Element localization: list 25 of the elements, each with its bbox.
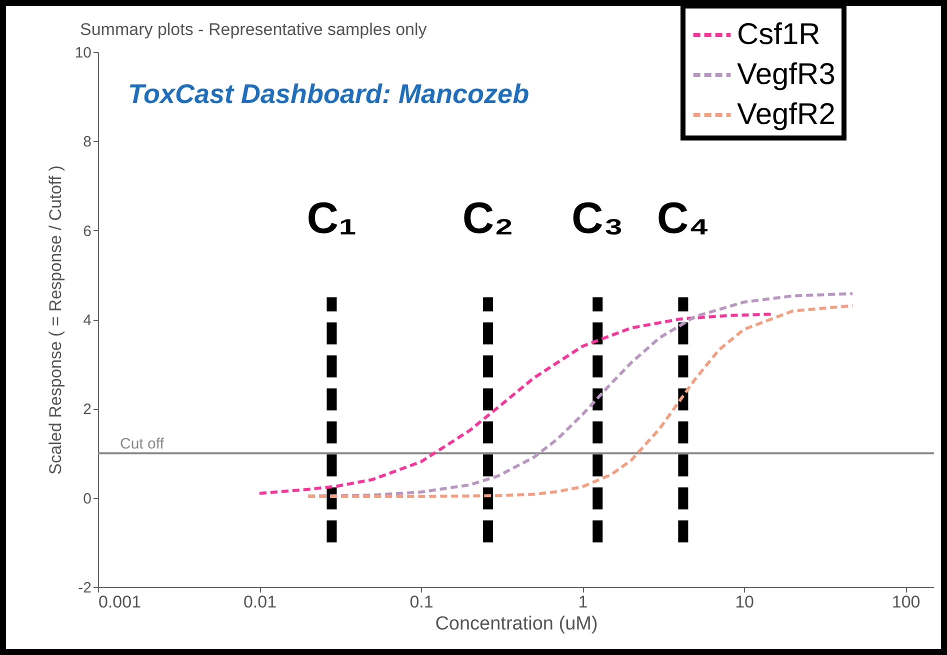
annotation: C₂ [462, 194, 514, 244]
x-tick-label: 100 [892, 592, 920, 612]
y-tick-label: 4 [83, 312, 92, 329]
legend-label: Csf1R [737, 18, 820, 51]
x-tick-label: 0.001 [98, 592, 142, 612]
legend-label: VegfR2 [737, 98, 836, 131]
annotation: C₁ [306, 194, 357, 244]
x-tick-label: 0.1 [410, 592, 434, 612]
y-tick-label: 10 [74, 44, 92, 62]
y-tick-label: 0 [83, 490, 92, 508]
y-tick-label: -2 [78, 580, 92, 596]
x-tick-label: 0.01 [243, 592, 277, 612]
y-tick-label: 2 [83, 401, 92, 418]
annotation: C₄ [656, 194, 710, 244]
x-tick-label: 1 [578, 592, 588, 612]
chart-title: Summary plots - Representative samples only [80, 20, 428, 39]
text: ToxCast Dashboard: Mancozeb [128, 79, 530, 109]
y-axis-title: Scaled Response ( = Response / Cutoff ) [46, 165, 65, 475]
y-tick-label: 6 [83, 222, 92, 240]
y-tick-label: 8 [83, 134, 92, 151]
annotation: C₃ [572, 194, 624, 244]
x-tick-label: 10 [735, 592, 754, 612]
ref-line-label: Cut off [120, 435, 165, 452]
x-axis-title: Concentration (uM) [435, 614, 598, 634]
legend-label: VegfR3 [737, 58, 836, 91]
